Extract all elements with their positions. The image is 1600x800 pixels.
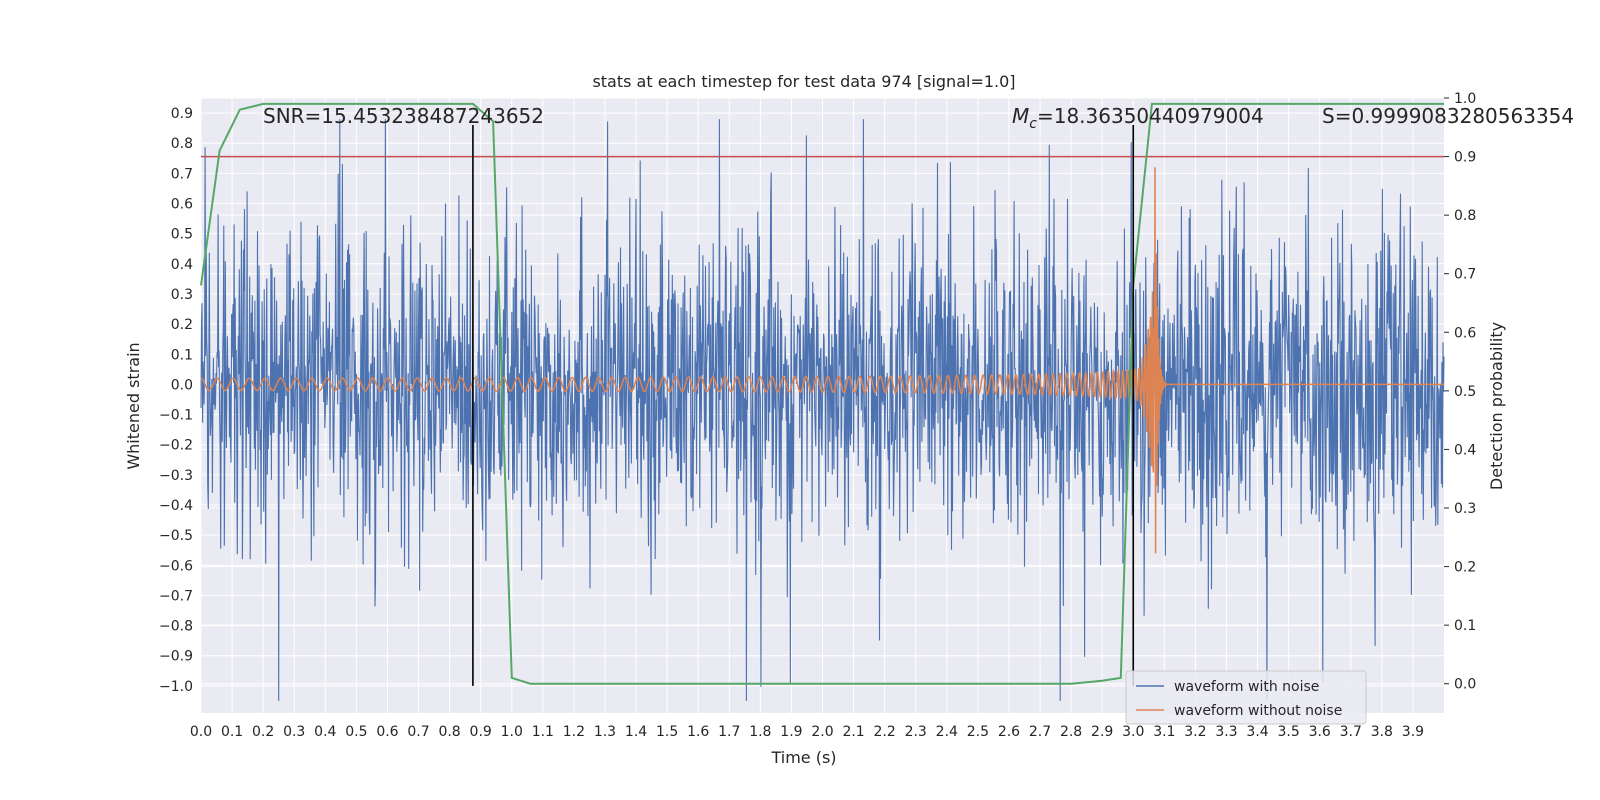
x-tick-label: 3.1 [1153, 724, 1175, 740]
chirp-mass-symbol: M [1012, 104, 1029, 128]
x-tick-label: 2.9 [1091, 724, 1113, 740]
legend-label-chirp: waveform without noise [1174, 703, 1342, 719]
y2-tick-label: 1.0 [1454, 91, 1476, 107]
y-tick-label: −0.1 [159, 408, 193, 424]
y-tick-label: 0.3 [171, 287, 193, 303]
y2-tick-label: 0.6 [1454, 325, 1476, 341]
x-tick-label: 2.2 [874, 724, 896, 740]
x-tick-label: 1.4 [625, 724, 647, 740]
x-tick-label: 2.3 [905, 724, 927, 740]
axis-ticks: 0.0 0.1 0.2 0.3 0.4 0.5 0.6 0.7 0.8 0.9 1.0 1.1 1.2 1… [159, 91, 1476, 740]
legend: waveform with noise waveform without noi… [1125, 670, 1367, 725]
chirp-mass-subscript: c [1029, 116, 1037, 132]
s-annotation: S=0.9999083280563354 [1322, 104, 1574, 128]
y-tick-label: 0.9 [171, 106, 193, 122]
y-axis-label: Whitened strain [124, 342, 143, 469]
y-tick-label: −1.0 [159, 679, 193, 695]
x-axis-label: Time (s) [770, 748, 836, 767]
x-tick-label: 3.4 [1246, 724, 1268, 740]
y-tick-label: −0.6 [159, 558, 193, 574]
series-waveform-with-noise [200, 119, 1445, 701]
series-detection-probability [200, 102, 1444, 685]
y-tick-label: −0.4 [159, 498, 193, 514]
x-tick-label: 1.5 [656, 724, 678, 740]
y-tick-label: −0.8 [159, 619, 193, 635]
y-tick-label: 0.5 [171, 227, 193, 243]
y-tick-label: −0.5 [159, 528, 193, 544]
x-tick-label: 3.2 [1184, 724, 1206, 740]
x-tick-label: 3.5 [1277, 724, 1299, 740]
x-tick-label: 1.8 [749, 724, 771, 740]
y2-tick-label: 0.5 [1454, 384, 1476, 400]
chirp-mass-value: =18.36350440979004 [1037, 104, 1264, 128]
x-tick-label: 1.3 [594, 724, 616, 740]
y-tick-label: 0.8 [171, 136, 193, 152]
x-tick-label: 0.0 [190, 724, 212, 740]
y2-axis-label: Detection probability [1487, 322, 1506, 490]
plot-area [200, 102, 1445, 701]
x-tick-label: 2.5 [967, 724, 989, 740]
x-tick-label: 0.1 [221, 724, 243, 740]
y-tick-label: −0.9 [159, 649, 193, 665]
x-tick-label: 2.7 [1029, 724, 1051, 740]
x-tick-label: 1.9 [780, 724, 802, 740]
x-tick-label: 2.0 [811, 724, 833, 740]
x-tick-label: 0.3 [283, 724, 305, 740]
y2-tick-label: 0.8 [1454, 208, 1476, 224]
x-tick-label: 0.6 [376, 724, 398, 740]
y-tick-label: −0.2 [159, 438, 193, 454]
snr-annotation: SNR=15.453238487243652 [263, 104, 544, 128]
series-waveform-without-noise [201, 167, 1444, 554]
y-tick-label: −0.3 [159, 468, 193, 484]
y2-tick-label: 0.9 [1454, 150, 1476, 166]
y-tick-label: 0.1 [171, 347, 193, 363]
y-tick-label: 0.4 [171, 257, 193, 273]
y-tick-label: −0.7 [159, 588, 193, 604]
y2-tick-label: 0.3 [1454, 501, 1476, 517]
legend-box [1125, 670, 1367, 725]
x-tick-label: 0.4 [314, 724, 336, 740]
x-tick-label: 0.8 [438, 724, 460, 740]
x-tick-label: 1.1 [532, 724, 554, 740]
x-tick-label: 3.8 [1371, 724, 1393, 740]
x-tick-label: 0.7 [407, 724, 429, 740]
y2-tick-label: 0.2 [1454, 560, 1476, 576]
x-tick-label: 1.7 [718, 724, 740, 740]
x-tick-label: 1.0 [501, 724, 523, 740]
y-tick-label: 0.6 [171, 197, 193, 213]
y-tick-label: 0.2 [171, 317, 193, 333]
chart-title: stats at each timestep for test data 974… [592, 72, 1015, 91]
x-tick-label: 3.0 [1122, 724, 1144, 740]
x-tick-label: 2.8 [1060, 724, 1082, 740]
y-tick-label: 0.0 [171, 377, 193, 393]
chirp-mass-annotation: Mc=18.36350440979004 [1012, 104, 1264, 132]
x-tick-label: 3.7 [1340, 724, 1362, 740]
x-tick-label: 2.4 [936, 724, 958, 740]
x-tick-label: 3.3 [1215, 724, 1237, 740]
x-tick-label: 0.2 [252, 724, 274, 740]
y2-tick-label: 0.0 [1454, 677, 1476, 693]
x-tick-label: 3.9 [1402, 724, 1424, 740]
x-tick-label: 3.6 [1309, 724, 1331, 740]
legend-label-noise: waveform with noise [1174, 679, 1319, 695]
y2-tick-label: 0.4 [1454, 442, 1476, 458]
x-tick-label: 1.6 [687, 724, 709, 740]
x-tick-label: 2.1 [842, 724, 864, 740]
x-tick-label: 0.9 [470, 724, 492, 740]
x-tick-label: 1.2 [563, 724, 585, 740]
y2-tick-label: 0.7 [1454, 267, 1476, 283]
x-tick-label: 0.5 [345, 724, 367, 740]
y2-tick-label: 0.1 [1454, 618, 1476, 634]
y-tick-label: 0.7 [171, 166, 193, 182]
x-tick-label: 2.6 [998, 724, 1020, 740]
